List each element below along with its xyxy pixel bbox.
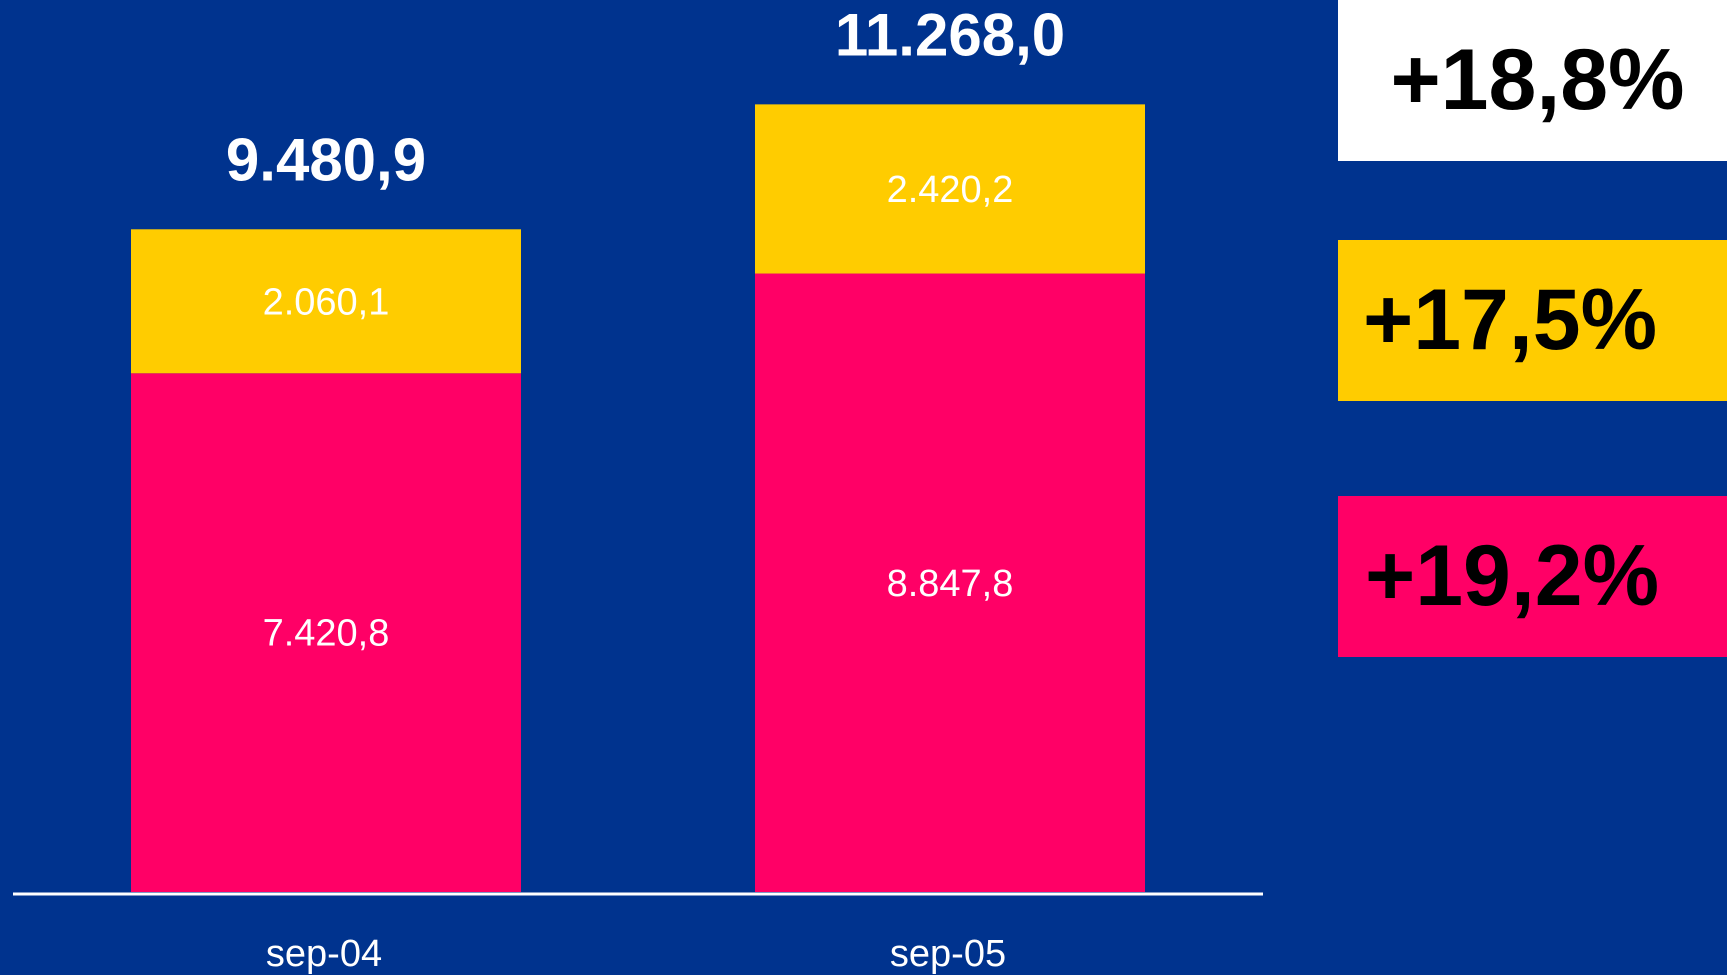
data-label-top-sep-04: 2.060,1 xyxy=(263,281,390,323)
growth-badge-top-segment: +17,5% xyxy=(1338,240,1727,401)
x-tick-label-sep-05: sep-05 xyxy=(890,933,1006,975)
bar-segment-top-sep-05 xyxy=(755,104,1145,274)
total-label-sep-05: 11.268,0 xyxy=(835,1,1065,68)
growth-badge-bottom-segment-value: +19,2% xyxy=(1365,528,1660,624)
data-label-top-sep-05: 2.420,2 xyxy=(887,169,1014,211)
labels-layer: 7.420,8 2.060,1 9.480,9 sep-04 8.847,8 2.420,… xyxy=(226,1,1065,975)
data-label-bottom-sep-05: 8.847,8 xyxy=(887,563,1014,605)
bar-segment-bottom-sep-05 xyxy=(755,273,1145,892)
growth-badge-total: +18,8% xyxy=(1338,0,1727,161)
x-tick-label-sep-04: sep-04 xyxy=(266,933,382,975)
total-label-sep-04: 9.480,9 xyxy=(226,126,426,193)
bar-segment-bottom-sep-04 xyxy=(131,373,521,892)
bars-layer xyxy=(131,104,1145,892)
bar-segment-top-sep-04 xyxy=(131,229,521,374)
growth-badge-bottom-segment: +19,2% xyxy=(1338,496,1727,657)
data-label-bottom-sep-04: 7.420,8 xyxy=(263,613,390,655)
growth-badge-top-segment-value: +17,5% xyxy=(1363,272,1658,368)
growth-badge-total-value: +18,8% xyxy=(1390,32,1685,128)
